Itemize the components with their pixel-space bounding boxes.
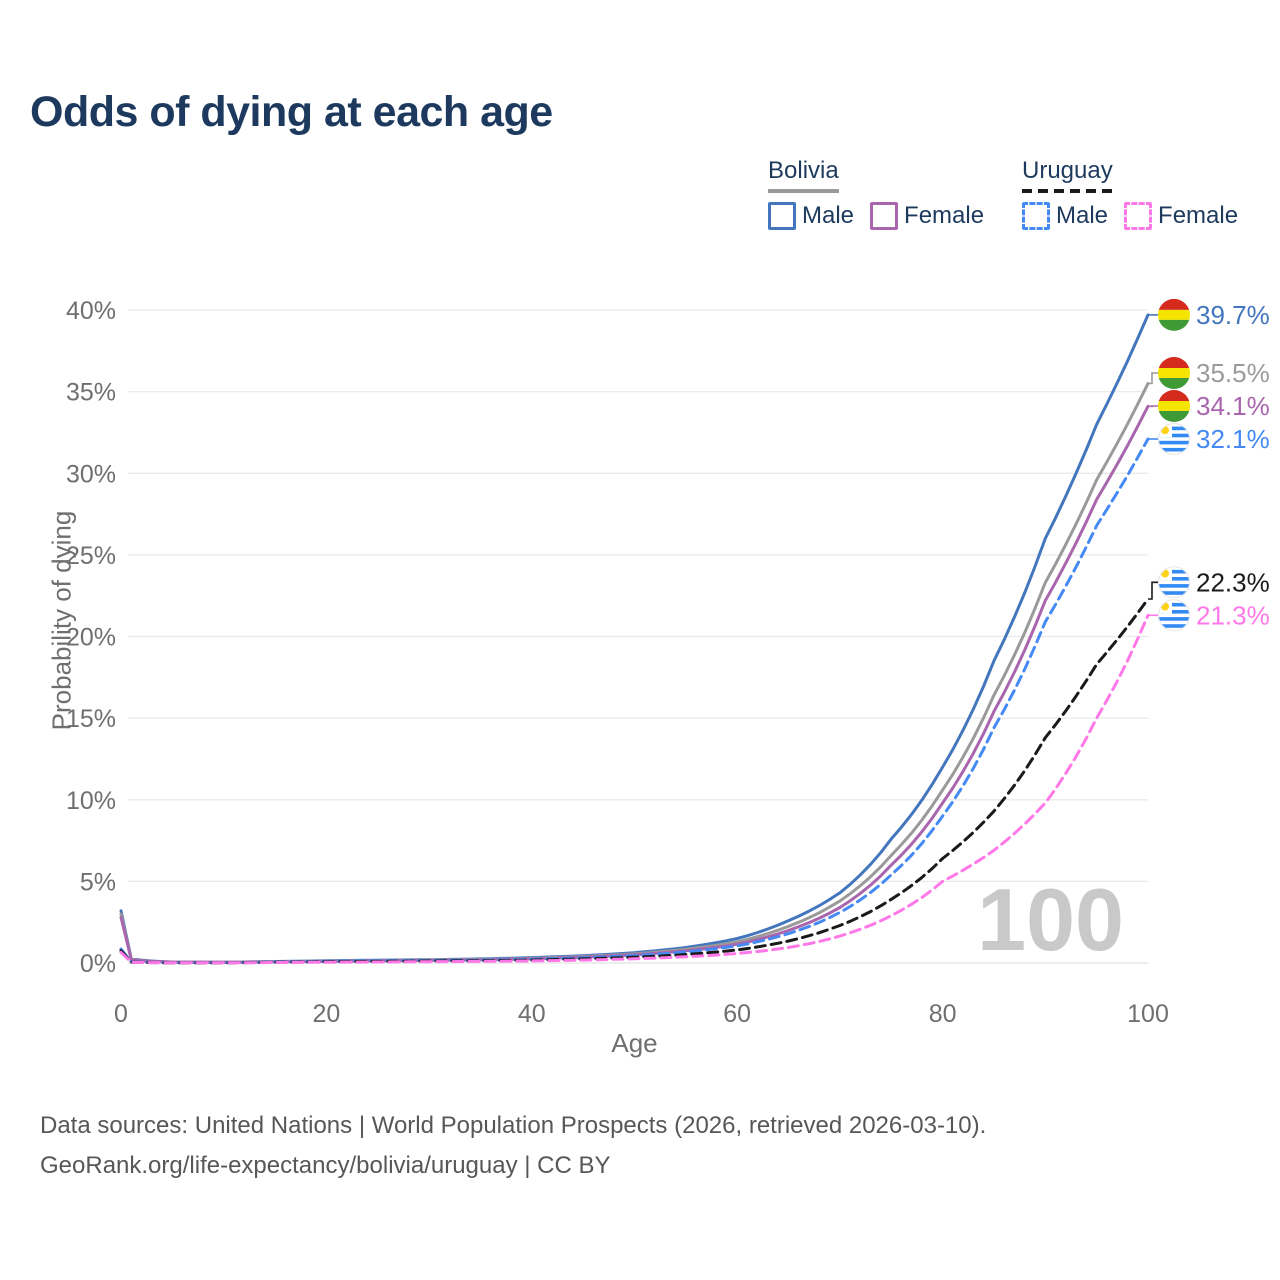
legend-country-label-uruguay: Uruguay (1022, 157, 1113, 184)
uruguay-flag-icon (1158, 566, 1190, 598)
chart-title: Odds of dying at each age (30, 88, 553, 136)
x-tick-label: 100 (1127, 1000, 1169, 1028)
legend-item-uruguay-male[interactable]: Male (1022, 202, 1109, 231)
footer-data-sources: Data sources: United Nations | World Pop… (40, 1112, 987, 1139)
legend-country-label-bolivia: Bolivia (768, 157, 839, 184)
footer-attribution: GeoRank.org/life-expectancy/bolivia/urug… (40, 1152, 611, 1180)
y-tick-label: 20% (66, 624, 116, 652)
end-label-bolivia-female: 34.1% (1196, 391, 1270, 421)
label-connector (1148, 372, 1158, 385)
legend-country-bolivia: Bolivia (768, 157, 839, 194)
x-tick-label: 60 (723, 1000, 751, 1028)
bolivia-flag-icon (1158, 390, 1190, 422)
series-line-bolivia-male (119, 313, 1150, 964)
x-axis-title: Age (611, 1028, 658, 1058)
uruguay-flag-icon (1158, 423, 1190, 455)
uruguay-male-swatch-icon (1022, 202, 1050, 231)
label-connector (1148, 581, 1158, 600)
uruguay-female-swatch-icon (1124, 202, 1153, 231)
legend-items-uruguay: Male Female (1022, 202, 1239, 231)
y-tick-label: 5% (80, 868, 116, 896)
bolivia-flag-icon (1158, 299, 1190, 331)
series-line-uruguay-female (119, 613, 1150, 965)
legend-country-uruguay: Uruguay (1022, 157, 1113, 194)
legend-item-bolivia-female[interactable]: Female (870, 202, 985, 231)
legend-group-uruguay: Uruguay Male Female (1022, 157, 1239, 231)
end-label-bolivia-total: 35.5% (1196, 358, 1270, 388)
legend-item-label-uruguay-male: Male (1056, 202, 1109, 230)
end-label-bolivia-male: 39.7% (1196, 300, 1270, 330)
bolivia-female-swatch-icon (870, 202, 899, 231)
y-tick-label: 15% (66, 705, 116, 733)
y-axis-title: Probability of dying (46, 510, 77, 731)
bolivia-flag-icon (1158, 357, 1190, 389)
x-tick-label: 0 (114, 1000, 128, 1028)
y-tick-label: 25% (66, 542, 116, 570)
uruguay-flag-icon (1158, 599, 1190, 631)
legend-item-uruguay-female[interactable]: Female (1124, 202, 1239, 231)
end-label-uruguay-female: 21.3% (1196, 600, 1270, 630)
uruguay-dashed-line-swatch-icon (1022, 189, 1113, 194)
bolivia-solid-line-swatch-icon (768, 189, 839, 194)
bolivia-male-swatch-icon (768, 202, 796, 231)
x-tick-label: 40 (518, 1000, 546, 1028)
x-tick-label: 80 (929, 1000, 957, 1028)
legend-items-bolivia: Male Female (768, 202, 985, 231)
y-tick-label: 40% (66, 297, 116, 325)
x-tick-label: 20 (312, 1000, 340, 1028)
watermark-age-100: 100 (977, 870, 1124, 969)
end-label-uruguay-male: 32.1% (1196, 424, 1270, 454)
legend-group-bolivia: Bolivia Male Female (768, 157, 985, 231)
legend-item-label-uruguay-female: Female (1158, 202, 1239, 230)
y-tick-label: 30% (66, 460, 116, 488)
y-tick-label: 10% (66, 787, 116, 815)
y-tick-label: 35% (66, 379, 116, 407)
legend-item-bolivia-male[interactable]: Male (768, 202, 855, 231)
legend-item-label-bolivia-male: Male (802, 202, 855, 230)
footer: Data sources: United Nations | World Pop… (40, 1106, 986, 1186)
end-label-uruguay-total: 22.3% (1196, 567, 1270, 597)
y-tick-label: 0% (80, 950, 116, 978)
legend-item-label-bolivia-female: Female (904, 202, 985, 230)
